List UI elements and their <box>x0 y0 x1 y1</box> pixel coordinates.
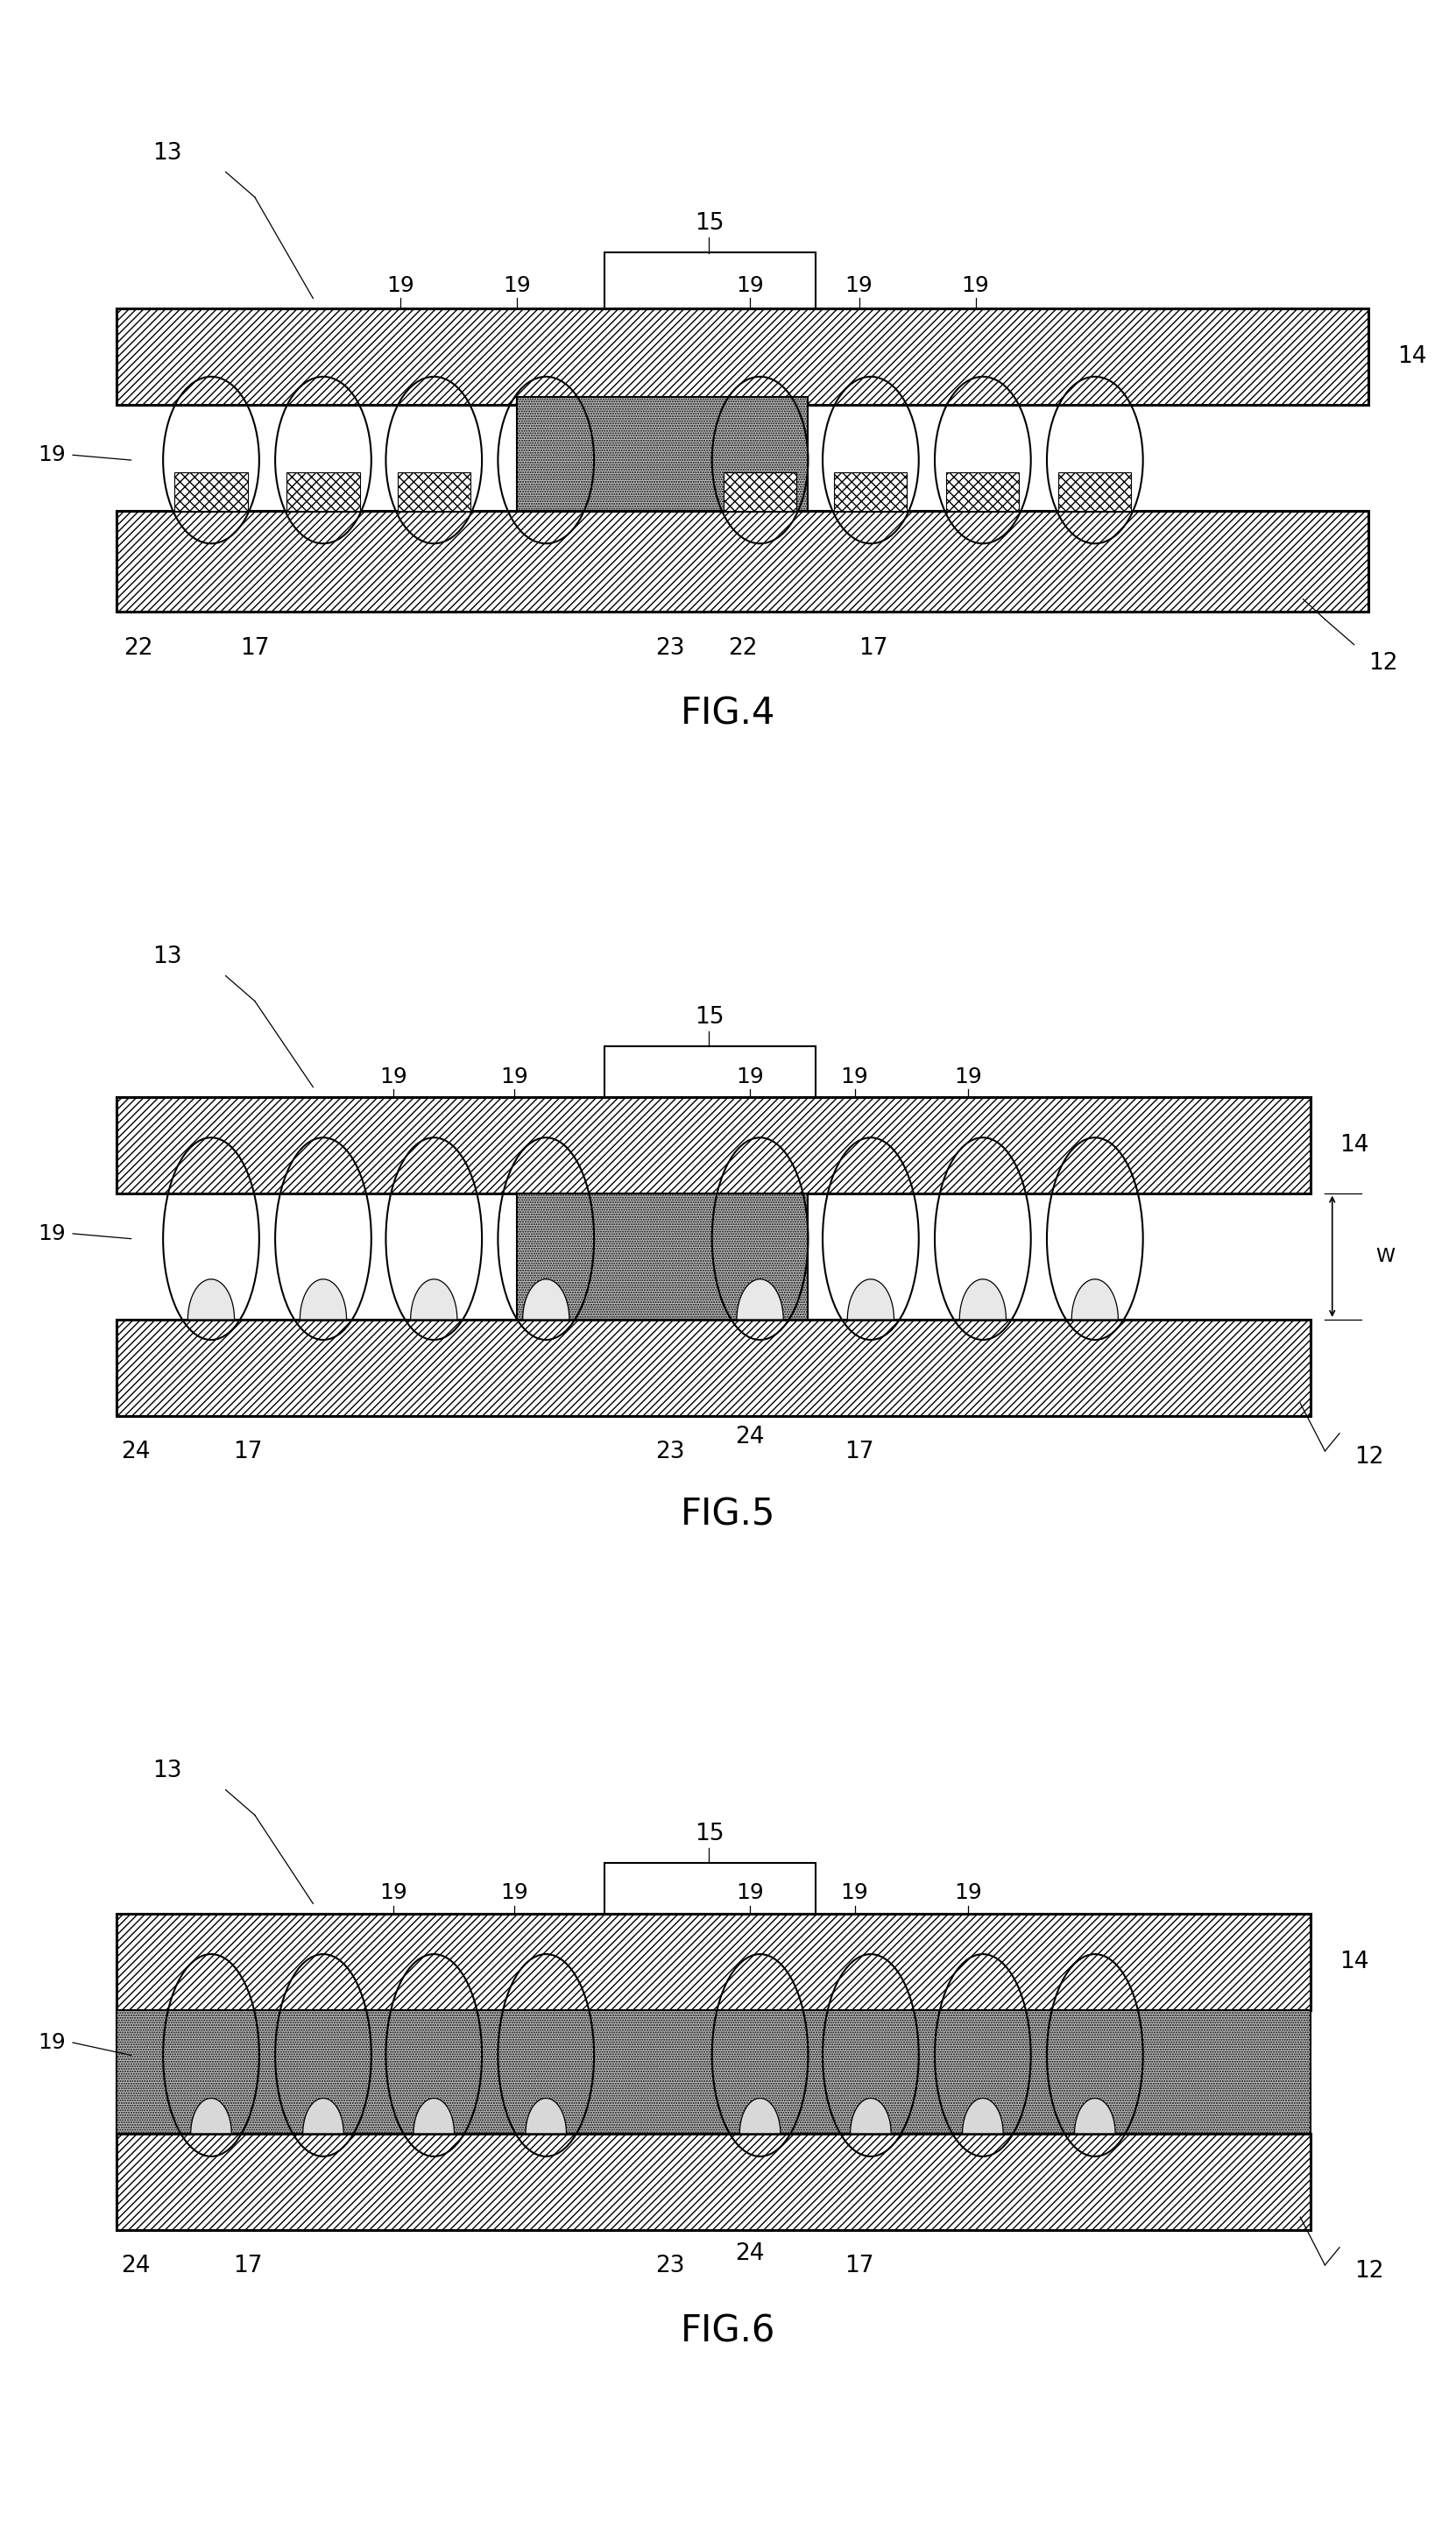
Text: W: W <box>1376 1249 1395 1264</box>
Polygon shape <box>523 1279 569 1320</box>
Text: 22: 22 <box>728 637 757 660</box>
Text: 14: 14 <box>1340 1949 1369 1974</box>
Polygon shape <box>1072 1279 1118 1320</box>
Text: 15: 15 <box>695 1006 724 1029</box>
Polygon shape <box>526 2098 566 2134</box>
Text: 19: 19 <box>840 1883 869 1904</box>
Text: 24: 24 <box>121 1441 150 1464</box>
Polygon shape <box>960 1279 1006 1320</box>
Text: 19: 19 <box>954 1067 983 1087</box>
Text: 19: 19 <box>502 276 531 296</box>
Polygon shape <box>303 2098 344 2134</box>
Text: 19: 19 <box>735 276 764 296</box>
Text: 17: 17 <box>859 637 888 660</box>
Text: FIG.5: FIG.5 <box>680 1497 776 1534</box>
Polygon shape <box>1075 2098 1115 2134</box>
Text: 24: 24 <box>735 1426 764 1449</box>
Text: 19: 19 <box>38 445 66 465</box>
Polygon shape <box>188 1279 234 1320</box>
Text: 23: 23 <box>655 637 684 660</box>
Bar <box>116 2010 1310 2134</box>
Polygon shape <box>300 1279 347 1320</box>
Polygon shape <box>737 1279 783 1320</box>
Bar <box>724 473 796 511</box>
Text: 13: 13 <box>153 142 182 164</box>
Text: 19: 19 <box>379 1883 408 1904</box>
Bar <box>946 473 1019 511</box>
Bar <box>116 1914 1310 2010</box>
Text: 17: 17 <box>240 637 269 660</box>
Text: 14: 14 <box>1340 1133 1369 1158</box>
Text: 12: 12 <box>1369 652 1398 675</box>
Text: 23: 23 <box>655 2255 684 2278</box>
Text: 24: 24 <box>121 2255 150 2278</box>
Bar <box>834 473 907 511</box>
Text: 19: 19 <box>499 1883 529 1904</box>
Polygon shape <box>962 2098 1003 2134</box>
Text: FIG.4: FIG.4 <box>680 695 776 733</box>
Bar <box>604 1047 815 1097</box>
Text: 17: 17 <box>844 1441 874 1464</box>
Text: 17: 17 <box>233 1441 262 1464</box>
Text: 13: 13 <box>153 945 182 968</box>
Polygon shape <box>414 2098 454 2134</box>
Text: 19: 19 <box>386 276 415 296</box>
Bar <box>517 397 808 511</box>
Text: 15: 15 <box>695 212 724 235</box>
Bar <box>116 308 1369 404</box>
Polygon shape <box>850 2098 891 2134</box>
Bar <box>175 473 248 511</box>
Text: 19: 19 <box>38 1224 66 1244</box>
Text: 19: 19 <box>499 1067 529 1087</box>
Text: 19: 19 <box>735 1883 764 1904</box>
Text: 15: 15 <box>695 1823 724 1845</box>
Text: 19: 19 <box>954 1883 983 1904</box>
Text: 24: 24 <box>735 2242 764 2265</box>
Polygon shape <box>411 1279 457 1320</box>
Bar <box>116 511 1369 612</box>
Text: 19: 19 <box>844 276 874 296</box>
Text: 19: 19 <box>379 1067 408 1087</box>
Text: 22: 22 <box>124 637 153 660</box>
Bar <box>604 1863 815 1914</box>
Text: 13: 13 <box>153 1759 182 1782</box>
Polygon shape <box>191 2098 232 2134</box>
Bar <box>116 1320 1310 1416</box>
Polygon shape <box>847 1279 894 1320</box>
Text: 19: 19 <box>38 2033 66 2053</box>
Text: FIG.6: FIG.6 <box>680 2313 776 2351</box>
Text: 17: 17 <box>233 2255 262 2278</box>
Text: 19: 19 <box>840 1067 869 1087</box>
Bar <box>517 1193 808 1320</box>
Bar <box>287 473 360 511</box>
Text: 17: 17 <box>844 2255 874 2278</box>
Text: 19: 19 <box>735 1067 764 1087</box>
Text: 12: 12 <box>1354 1446 1383 1469</box>
Text: 23: 23 <box>655 1441 684 1464</box>
Text: 12: 12 <box>1354 2260 1383 2283</box>
Text: 19: 19 <box>961 276 990 296</box>
Bar <box>397 473 470 511</box>
Bar <box>116 1097 1310 1193</box>
Bar <box>1059 473 1131 511</box>
Text: 14: 14 <box>1398 344 1427 369</box>
Bar <box>116 2134 1310 2230</box>
Polygon shape <box>740 2098 780 2134</box>
Bar <box>604 253 815 308</box>
